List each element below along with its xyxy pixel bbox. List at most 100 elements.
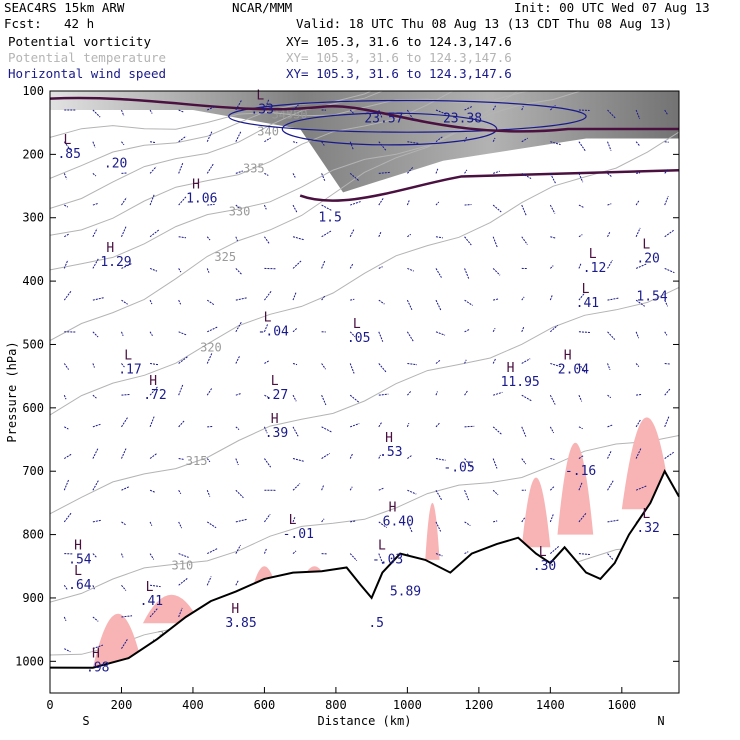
wind-vector (206, 387, 213, 396)
wind-vector (264, 137, 271, 143)
wind-vector (321, 426, 333, 433)
wind-vector (493, 170, 500, 174)
wind-vector (464, 490, 470, 501)
wind-vector (264, 360, 269, 364)
wind-vector (235, 99, 243, 111)
pv-extremum-0-value: .85 (57, 147, 80, 162)
pv-extremum-21-value: -.01 (283, 527, 314, 542)
field-pv-name: Potential vorticity (8, 34, 151, 49)
y-tick-label-900: 900 (22, 591, 44, 605)
wind-vector (549, 486, 555, 491)
wind-vector (407, 489, 417, 495)
wind-vector (607, 297, 620, 301)
wind-vector (464, 169, 468, 174)
init-time: Init: 00 UTC Wed 07 Aug 13 (514, 0, 710, 15)
wind-vector (121, 393, 130, 396)
wind-vector (235, 426, 240, 430)
wind-vector (549, 294, 553, 301)
wind-vector (349, 363, 355, 374)
wind-vector (492, 489, 499, 496)
jet-contour-inner (281, 112, 498, 146)
wind-vector (407, 267, 414, 272)
wind-vector (92, 109, 101, 118)
isentrope-330 (50, 91, 583, 271)
wind-vector (92, 585, 95, 590)
pv-extremum-13-value: 2.04 (558, 362, 589, 377)
x-axis-end-label: N (657, 714, 664, 728)
wind-vector (635, 263, 648, 269)
pv-extremum-27-marker: L (146, 580, 154, 595)
wind-vector (578, 204, 585, 209)
wind-vector (578, 292, 586, 301)
wind-vector (378, 109, 383, 118)
wind-vector (493, 298, 499, 301)
wind-vector (664, 168, 669, 174)
pv-extremum-28-value: 5.89 (390, 584, 421, 599)
pv-extremum-9-marker: L (271, 374, 279, 389)
wind-vector (492, 426, 503, 436)
wind-vector (63, 363, 70, 370)
pv-extremum-11-value: .53 (379, 445, 402, 460)
wind-vector (635, 331, 640, 339)
pv-extremum-20-marker: H (389, 501, 397, 516)
y-tick-label-600: 600 (22, 401, 44, 415)
wind-vector (349, 394, 360, 404)
wind-vector (435, 391, 438, 396)
pv-extremum-23-value: .30 (533, 559, 556, 574)
pv-extremum-22-value: -.03 (372, 553, 403, 568)
wind-vector (378, 232, 382, 237)
wind-vector (607, 259, 613, 269)
wind-vector (292, 291, 297, 301)
wind-vector (664, 267, 675, 274)
wind-vector (521, 517, 526, 523)
wind-vector (521, 236, 528, 245)
wind-vector (349, 553, 358, 562)
wind-vector (321, 141, 325, 146)
x-tick-label-600: 600 (254, 698, 276, 712)
pv-extremum-26-marker: L (74, 564, 82, 579)
pv-extremum-23-marker: L (539, 545, 547, 560)
wind-vector (121, 109, 125, 117)
wind-vector (435, 109, 447, 115)
wind-vector (178, 384, 184, 396)
wind-vector (636, 394, 642, 396)
pv-extremum-15-value: -.16 (565, 464, 596, 479)
wind-vector (235, 489, 244, 499)
isentrope-label-310: 310 (172, 559, 194, 573)
wind-vector (635, 199, 640, 206)
wind-vector (64, 204, 69, 208)
pv-extremum-29-value: 1.5 (318, 210, 341, 225)
wind-vector (178, 299, 182, 305)
wind-vector (263, 548, 268, 554)
isentrope-label-330: 330 (229, 204, 251, 218)
wind-vector (664, 415, 670, 428)
x-axis-title: Distance (km) (318, 714, 412, 728)
wind-vector (206, 236, 211, 241)
wind-vector (664, 388, 671, 396)
wind-vector (207, 547, 219, 555)
wind-vector (349, 228, 355, 237)
wind-vector (121, 363, 125, 368)
pv-extremum-8-marker: H (149, 374, 157, 389)
isentrope-345 (50, 91, 373, 179)
wind-vector (578, 455, 584, 459)
wind-vector (121, 447, 127, 459)
wind-vector (235, 170, 244, 174)
wind-vector (492, 204, 502, 213)
pv-extremum-14-value: -.05 (443, 461, 474, 476)
wind-vector (178, 331, 187, 336)
wind-vector (492, 458, 498, 469)
isentrope-label-340: 340 (257, 125, 279, 139)
wind-vector (607, 109, 617, 119)
field-theta-name: Potential temperature (8, 50, 167, 65)
pv-extremum-31-marker: H (92, 646, 100, 661)
wind-vector (292, 328, 298, 333)
wind-vector (321, 518, 325, 523)
pv-extremum-20-value: 6.40 (383, 515, 414, 530)
wind-vector (92, 394, 97, 399)
pv-extremum-10-marker: H (271, 412, 279, 427)
wind-vector (635, 419, 642, 428)
wind-vector (178, 521, 183, 529)
pv-extremum-30-marker: H (231, 602, 239, 617)
wind-vector (178, 489, 182, 495)
